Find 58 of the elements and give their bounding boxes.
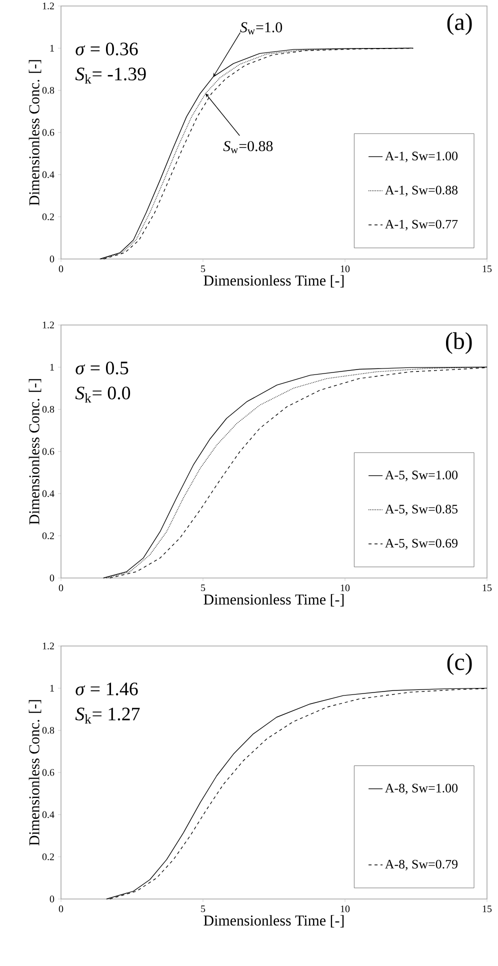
legend-label: A-5, Sw=0.69 <box>385 538 458 550</box>
y-tick-label: 1.2 <box>42 642 54 650</box>
legend-label: A-1, Sw=0.77 <box>385 220 458 230</box>
x-tick-label: 0 <box>58 906 64 912</box>
y-tick-label: 0.4 <box>42 171 54 178</box>
y-tick-label: 0 <box>50 574 54 582</box>
x-tick-label: 5 <box>201 584 206 592</box>
y-tick-label: 0.6 <box>42 129 54 136</box>
annotation: σ = 0.36 <box>76 42 138 56</box>
legend-label: A-8, Sw=0.79 <box>385 860 458 870</box>
annotation: S$_{k}$= -1.39 <box>75 68 146 84</box>
legend-label: A-5, Sw=1.00 <box>385 470 458 482</box>
x-axis-title: Dimensionless Time [-] <box>204 275 344 288</box>
y-tick-label: 1.2 <box>42 322 54 328</box>
legend-label: A-5, Sw=0.85 <box>385 504 458 516</box>
legend-label: A-8, Sw=1.00 <box>385 784 458 794</box>
annotation: S$_{k}$= 0.0 <box>75 386 130 402</box>
annotation: S$_{w}$=1.0 <box>240 22 282 34</box>
y-tick-label: 0.6 <box>42 448 54 455</box>
y-tick-label: 0 <box>50 256 54 262</box>
chart-title: (a) <box>447 13 472 35</box>
x-axis-title: Dimensionless Time [-] <box>204 594 344 606</box>
legend-label: A-1, Sw=1.00 <box>385 152 458 162</box>
chart-title: (b) <box>446 332 472 354</box>
y-tick-label: 0.2 <box>42 532 54 540</box>
x-tick-label: 5 <box>201 266 206 272</box>
annotation: S$_{w}$=0.88 <box>223 141 273 154</box>
y-tick-label: 0 <box>50 896 54 902</box>
y-tick-label: 0.8 <box>42 86 54 94</box>
x-tick-label: 15 <box>482 906 492 912</box>
x-tick-label: 10 <box>340 584 350 592</box>
y-tick-label: 0.4 <box>42 811 54 818</box>
x-tick-label: 15 <box>482 266 492 272</box>
annotation: σ = 0.5 <box>76 362 128 374</box>
chart-title: (c) <box>447 653 472 675</box>
y-axis-title: Dimensionless Conc. [-] <box>28 60 42 206</box>
x-tick-label: 0 <box>58 584 64 592</box>
y-axis-title: Dimensionless Conc. [-] <box>28 379 42 525</box>
legend-label: A-1, Sw=0.88 <box>385 186 458 196</box>
annotation: σ = 1.46 <box>76 682 138 696</box>
annotation: S$_{k}$= 1.27 <box>75 708 140 724</box>
x-tick-label: 10 <box>340 906 350 912</box>
x-tick-label: 15 <box>482 584 492 592</box>
y-tick-label: 1 <box>50 684 54 692</box>
x-tick-label: 10 <box>340 266 350 272</box>
y-tick-label: 0.6 <box>42 769 54 776</box>
y-tick-label: 1 <box>50 364 54 370</box>
y-tick-label: 0.2 <box>42 853 54 860</box>
y-tick-label: 0.8 <box>42 726 54 734</box>
x-tick-label: 0 <box>58 266 64 272</box>
y-tick-label: 0.4 <box>42 490 54 498</box>
y-tick-label: 0.2 <box>42 213 54 220</box>
y-tick-label: 1.2 <box>42 2 54 10</box>
x-axis-title: Dimensionless Time [-] <box>204 915 344 928</box>
y-tick-label: 1 <box>50 44 54 52</box>
x-tick-label: 5 <box>201 906 206 912</box>
y-tick-label: 0.8 <box>42 406 54 413</box>
y-axis-title: Dimensionless Conc. [-] <box>28 700 42 846</box>
